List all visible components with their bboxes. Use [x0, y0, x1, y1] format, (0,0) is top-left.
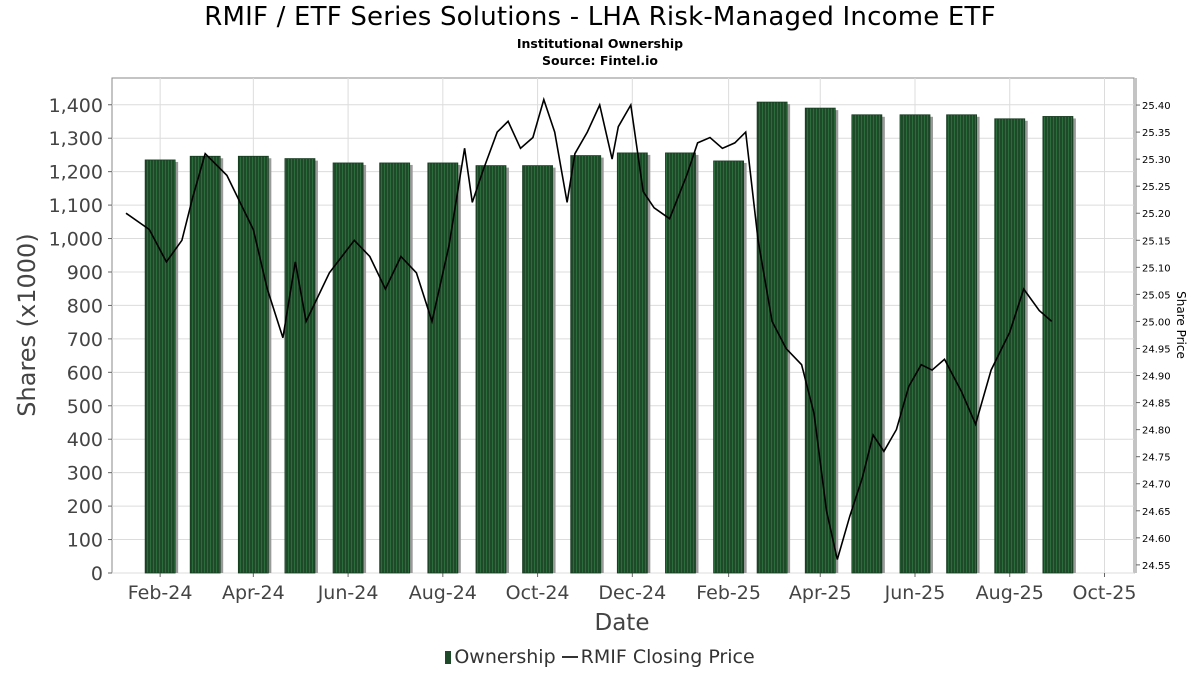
ownership-legend-swatch: [445, 651, 452, 664]
ownership-bar: [144, 159, 176, 574]
ownership-bar: [616, 152, 648, 574]
x-tick-label: Feb-24: [128, 582, 193, 604]
ownership-bar: [189, 155, 221, 574]
ownership-bar: [427, 162, 459, 574]
y2-tick-label: 24.55: [1142, 561, 1171, 572]
y2-axis-label: Share Price: [1174, 291, 1188, 359]
y2-tick-label: 25.00: [1142, 317, 1171, 328]
y2-tick-label: 24.70: [1142, 480, 1171, 491]
y-tick-label: 400: [67, 429, 103, 451]
y-tick-label: 0: [91, 563, 103, 585]
y2-tick-label: 25.20: [1142, 209, 1171, 220]
x-tick-label: Apr-24: [222, 582, 285, 604]
y2-tick-label: 25.35: [1142, 128, 1171, 139]
y2-tick-label: 25.30: [1142, 155, 1171, 166]
y-tick-label: 600: [67, 362, 103, 384]
x-tick-label: Aug-25: [976, 582, 1044, 604]
ownership-bar: [665, 152, 696, 574]
x-tick-label: Aug-24: [409, 582, 477, 604]
x-tick-label: Oct-24: [506, 582, 570, 604]
y2-tick-label: 24.80: [1142, 426, 1171, 437]
y2-tick-label: 24.85: [1142, 399, 1171, 410]
x-tick-label: Apr-25: [789, 582, 852, 604]
ownership-bar: [899, 114, 931, 574]
ownership-bar: [522, 165, 553, 574]
chart-title: RMIF / ETF Series Solutions - LHA Risk-M…: [204, 2, 996, 32]
x-axis-label: Date: [595, 610, 650, 636]
y2-tick-label: 24.75: [1142, 453, 1171, 464]
x-tick-label: Dec-24: [598, 582, 666, 604]
y-tick-label: 900: [67, 262, 103, 284]
y-tick-label: 700: [67, 329, 103, 351]
y-tick-label: 300: [67, 463, 103, 485]
ownership-bar: [1042, 116, 1074, 574]
y2-tick-label: 25.05: [1142, 290, 1171, 301]
ownership-bar: [851, 114, 883, 574]
y-tick-label: 100: [67, 530, 103, 552]
x-tick-label: Jun-24: [317, 582, 379, 604]
ownership-bar: [994, 118, 1026, 574]
x-tick-label: Jun-25: [884, 582, 946, 604]
y2-tick-label: 24.90: [1142, 372, 1171, 383]
y2-tick-label: 25.15: [1142, 236, 1171, 247]
ownership-bar: [475, 165, 507, 574]
y-tick-label: 1,100: [49, 195, 103, 217]
y2-tick-label: 25.40: [1142, 101, 1171, 112]
legend-price: RMIF Closing Price: [580, 646, 755, 668]
y-tick-label: 1,200: [49, 162, 103, 184]
y2-tick-label: 24.60: [1142, 534, 1171, 545]
y-tick-label: 1,000: [49, 229, 103, 251]
y-tick-label: 200: [67, 496, 103, 518]
price-legend-line: [561, 656, 578, 658]
ownership-bar: [756, 101, 788, 574]
y2-tick-label: 25.25: [1142, 182, 1171, 193]
y-axis-label: Shares (x1000): [13, 233, 41, 416]
chart-subtitle: Institutional Ownership: [516, 36, 684, 51]
ownership-bar: [946, 114, 977, 574]
ownership-bar: [237, 155, 269, 574]
y-tick-label: 1,400: [49, 95, 103, 117]
ownership-bar: [284, 158, 316, 574]
y-tick-label: 500: [67, 396, 103, 418]
y2-tick-label: 24.65: [1142, 507, 1171, 518]
ownership-bar: [379, 162, 411, 574]
y2-tick-label: 24.95: [1142, 344, 1171, 355]
legend-ownership: Ownership: [454, 646, 556, 668]
ownership-bar: [804, 107, 836, 574]
price-line: [125, 96, 1053, 560]
ownership-bar: [713, 160, 745, 574]
y-tick-label: 800: [67, 295, 103, 317]
y2-tick-label: 25.10: [1142, 263, 1171, 274]
chart-legend: Ownership RMIF Closing Price: [0, 646, 1200, 668]
x-tick-label: Oct-25: [1073, 582, 1137, 604]
ownership-bar: [332, 162, 364, 574]
x-tick-label: Feb-25: [696, 582, 761, 604]
y-tick-label: 1,300: [49, 128, 103, 150]
chart-source: Source: Fintel.io: [542, 53, 658, 68]
ownership-bar: [570, 155, 602, 574]
